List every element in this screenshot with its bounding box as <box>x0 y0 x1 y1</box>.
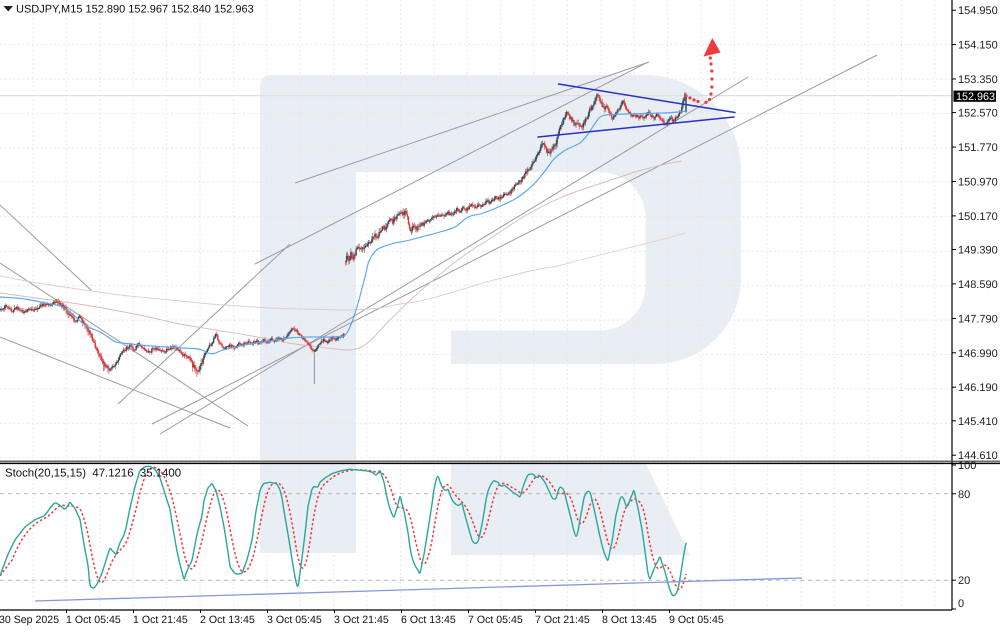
svg-text:146.190: 146.190 <box>958 382 998 394</box>
svg-text:148.590: 148.590 <box>958 279 998 291</box>
svg-text:0: 0 <box>958 598 964 610</box>
svg-text:1 Oct 21:45: 1 Oct 21:45 <box>133 614 188 626</box>
svg-text:20: 20 <box>958 575 970 587</box>
svg-text:152.963: 152.963 <box>956 91 995 103</box>
svg-text:144.610: 144.610 <box>958 450 998 462</box>
svg-text:80: 80 <box>958 489 970 501</box>
svg-text:150.170: 150.170 <box>958 211 998 223</box>
svg-text:Stoch(20,15,15) 47.1216 35.1: Stoch(20,15,15) 47.1216 35.1400 <box>5 468 181 480</box>
svg-text:145.410: 145.410 <box>958 416 998 428</box>
svg-text:30 Sep 2025: 30 Sep 2025 <box>0 614 59 626</box>
svg-text:100: 100 <box>958 460 976 472</box>
svg-text:1 Oct 05:45: 1 Oct 05:45 <box>66 614 121 626</box>
svg-text:9 Oct 05:45: 9 Oct 05:45 <box>669 614 724 626</box>
svg-text:152.570: 152.570 <box>958 108 998 120</box>
svg-text:3 Oct 21:45: 3 Oct 21:45 <box>334 614 389 626</box>
svg-text:147.790: 147.790 <box>958 313 998 325</box>
svg-text:146.990: 146.990 <box>958 348 998 360</box>
svg-text:6 Oct 13:45: 6 Oct 13:45 <box>401 614 456 626</box>
svg-text:154.150: 154.150 <box>958 40 998 52</box>
svg-text:USDJPY,M15 152.890 152.967 15: USDJPY,M15 152.890 152.967 152.840 152.9… <box>16 4 254 16</box>
svg-text:8 Oct 13:45: 8 Oct 13:45 <box>602 614 657 626</box>
svg-text:2 Oct 13:45: 2 Oct 13:45 <box>200 614 255 626</box>
svg-text:7 Oct 05:45: 7 Oct 05:45 <box>468 614 523 626</box>
svg-text:150.970: 150.970 <box>958 177 998 189</box>
svg-text:3 Oct 05:45: 3 Oct 05:45 <box>267 614 322 626</box>
svg-text:7 Oct 21:45: 7 Oct 21:45 <box>535 614 590 626</box>
svg-text:151.770: 151.770 <box>958 142 998 154</box>
svg-text:154.950: 154.950 <box>958 5 998 17</box>
svg-text:149.390: 149.390 <box>958 245 998 257</box>
svg-text:153.350: 153.350 <box>958 74 998 86</box>
